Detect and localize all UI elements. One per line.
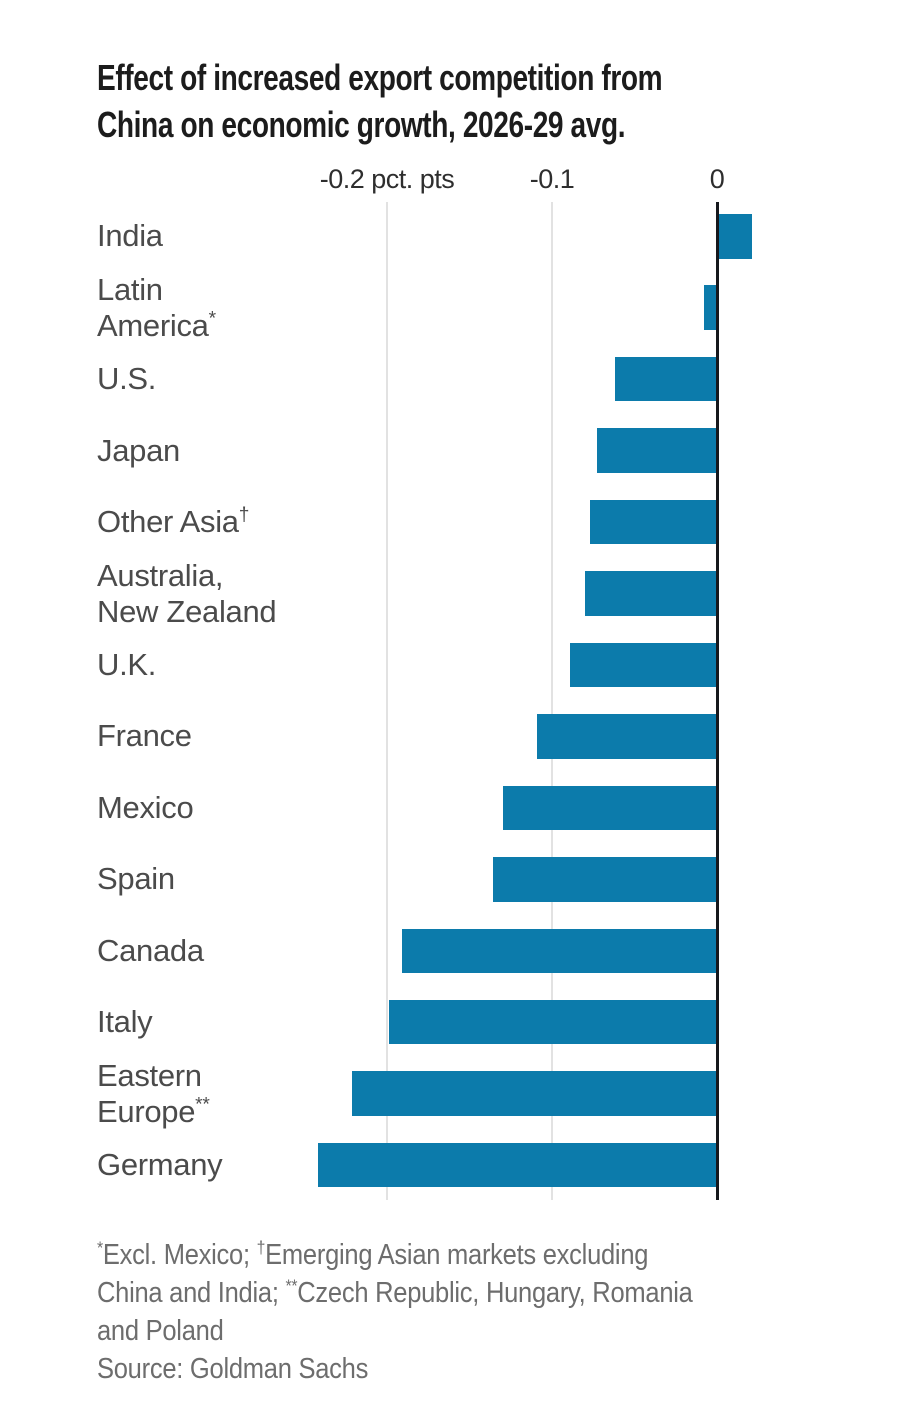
footnote-marker: *: [208, 308, 216, 330]
x-tick-label: -0.1: [529, 164, 575, 194]
bar: [717, 214, 752, 259]
category-label-line: U.K.: [97, 646, 157, 682]
footnote-marker: *: [97, 1237, 103, 1258]
category-label: Latin America*: [97, 272, 377, 343]
footnote-marker: **: [285, 1275, 298, 1296]
bar: [596, 428, 717, 473]
bar: [589, 499, 717, 545]
gridline: [386, 202, 388, 1200]
footnote-marker: **: [195, 1094, 210, 1116]
bar: [614, 356, 717, 402]
chart-title: Effect of increased export competition f…: [97, 54, 663, 148]
category-label: Eastern Europe**: [97, 1058, 377, 1129]
footnote-line: and Poland: [97, 1315, 224, 1347]
footnote: *Excl. Mexico; †Emerging Asian markets e…: [97, 1236, 693, 1388]
x-tick-label: 0: [709, 164, 725, 194]
category-label-line: Canada: [97, 932, 204, 968]
category-label-line: Mexico: [97, 789, 194, 825]
footnote-line: *Excl. Mexico; †Emerging Asian markets e…: [97, 1237, 649, 1271]
category-label: India: [97, 214, 377, 259]
category-label-line: India: [97, 218, 163, 254]
category-label: Japan: [97, 428, 377, 473]
category-label: Other Asia†: [97, 500, 377, 545]
zero-axis-line: [716, 202, 719, 1200]
gridline: [551, 202, 553, 1200]
category-label-line: U.S.: [97, 361, 157, 397]
bar: [352, 1071, 717, 1116]
x-tick-label: -0.2 pct. pts: [319, 164, 455, 194]
category-label-line: Eastern: [97, 1057, 202, 1093]
category-label: Canada: [97, 929, 377, 974]
chart-title-line: China on economic growth, 2026-29 avg.: [97, 104, 626, 145]
category-label: Mexico: [97, 786, 377, 831]
footnote-lines: *Excl. Mexico; †Emerging Asian markets e…: [97, 1236, 693, 1350]
category-label: Australia, New Zealand: [97, 558, 377, 629]
bar: [570, 642, 717, 688]
bar: [492, 857, 717, 902]
category-label: Spain: [97, 857, 377, 902]
category-label: Germany: [97, 1143, 377, 1188]
bar: [585, 571, 717, 616]
bar: [317, 1142, 717, 1188]
category-label-line: Europe**: [97, 1093, 210, 1129]
category-label-line: Spain: [97, 861, 175, 897]
category-label-line: Germany: [97, 1147, 223, 1183]
category-label-line: Japan: [97, 432, 180, 468]
bar: [401, 928, 717, 973]
footnote-marker: †: [238, 504, 250, 526]
bar: [388, 999, 717, 1045]
category-label-line: New Zealand: [97, 593, 277, 629]
footnote-marker: †: [256, 1237, 266, 1258]
category-label-line: Italy: [97, 1004, 153, 1040]
category-label: Italy: [97, 1000, 377, 1045]
category-label-line: Australia,: [97, 557, 224, 593]
bar: [502, 785, 717, 831]
chart-title-line: Effect of increased export competition f…: [97, 57, 663, 98]
category-label-line: Latin: [97, 271, 163, 307]
category-label-line: France: [97, 718, 192, 754]
category-label: U.K.: [97, 643, 377, 688]
source-line: Source: Goldman Sachs: [97, 1353, 369, 1385]
category-label: U.S.: [97, 357, 377, 402]
category-label-line: America*: [97, 307, 216, 343]
category-label: France: [97, 714, 377, 759]
bar: [537, 714, 717, 759]
category-label-line: Other Asia†: [97, 504, 250, 540]
footnote-line: China and India; **Czech Republic, Hunga…: [97, 1275, 693, 1309]
bar: [703, 285, 717, 330]
